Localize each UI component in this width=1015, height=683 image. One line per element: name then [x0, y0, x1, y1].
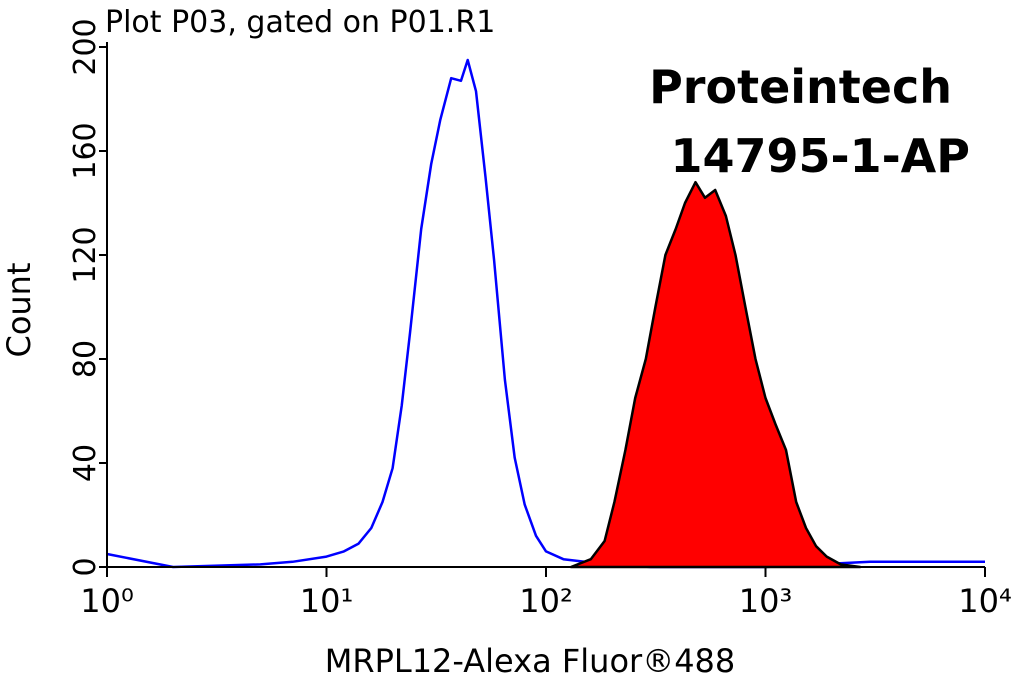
y-axis-label: Count: [0, 262, 38, 357]
y-tick-label: 200: [68, 18, 103, 75]
histogram-area: [569, 180, 862, 569]
y-tick-label: 120: [68, 226, 103, 283]
x-axis-label: MRPL12-Alexa Fluor®488: [325, 642, 736, 680]
x-tick-label: 10²: [519, 582, 573, 620]
x-tick-label: 10⁴: [958, 582, 1012, 620]
x-tick-label: 10³: [739, 582, 793, 620]
histogram-line: [106, 58, 985, 569]
y-tick-label: 160: [68, 122, 103, 179]
x-tick-label: 10⁰: [80, 582, 134, 620]
chart-title: Plot P03, gated on P01.R1: [105, 5, 495, 40]
annotation: 14795-1-AP: [670, 129, 970, 183]
y-tick-label: 80: [68, 340, 103, 378]
annotation: Proteintech: [649, 60, 952, 114]
y-tick-label: 40: [68, 444, 103, 482]
y-tick-label: 0: [68, 557, 103, 576]
x-tick-label: 10¹: [300, 582, 354, 620]
